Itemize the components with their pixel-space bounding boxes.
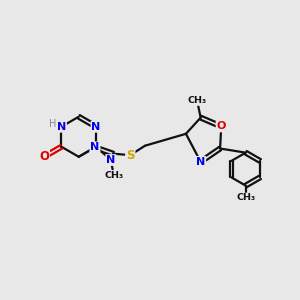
Text: CH₃: CH₃ bbox=[104, 171, 123, 180]
Text: H: H bbox=[50, 119, 57, 129]
Text: CH₃: CH₃ bbox=[236, 194, 255, 202]
Text: N: N bbox=[90, 142, 100, 152]
Text: N: N bbox=[57, 122, 66, 132]
Text: N: N bbox=[92, 122, 101, 132]
Text: S: S bbox=[126, 149, 134, 162]
Text: O: O bbox=[217, 122, 226, 131]
Text: O: O bbox=[39, 150, 49, 163]
Text: N: N bbox=[106, 155, 116, 165]
Text: N: N bbox=[196, 157, 205, 167]
Text: CH₃: CH₃ bbox=[188, 96, 207, 105]
